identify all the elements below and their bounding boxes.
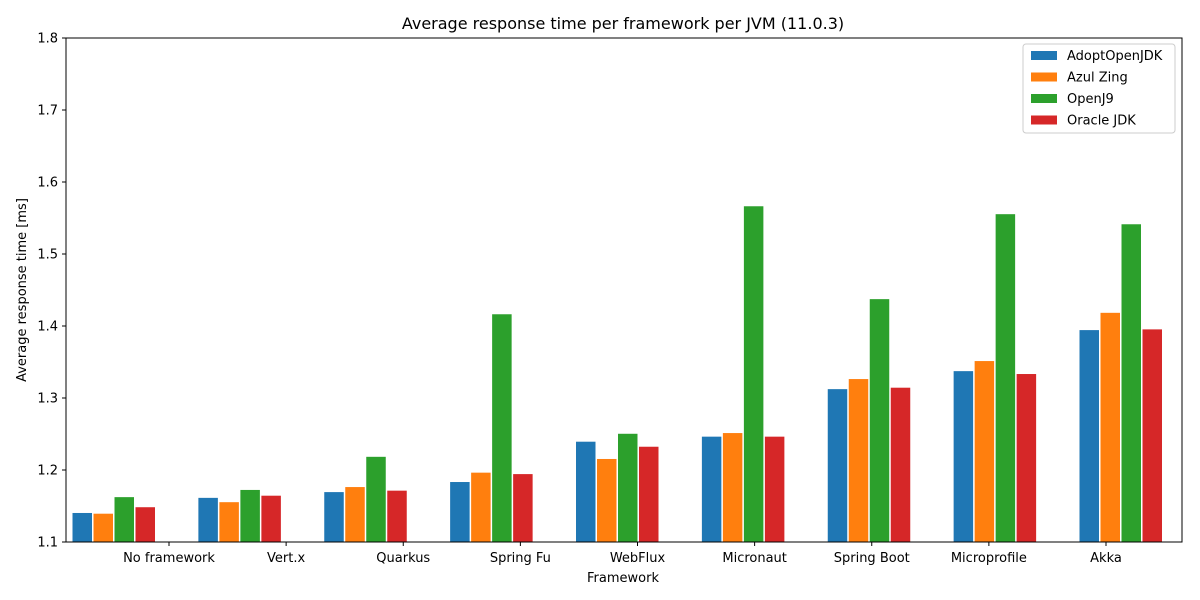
bar-0-1 [197,496,219,543]
y-axis-label: Average response time [ms] [15,198,30,382]
bar-3-3 [512,473,534,543]
bar-0-2 [323,491,345,543]
y-tick-label: 1.6 [37,176,58,191]
bar-3-4 [638,445,660,543]
bar-1-5 [721,432,744,543]
bar-2-5 [742,205,765,543]
bar-3-6 [889,386,912,543]
legend-box [1022,43,1176,134]
x-tick-label: Spring Fu [490,551,551,566]
legend-swatch [1031,51,1057,60]
bar-0-0 [71,511,93,543]
y-tick-label: 1.7 [37,104,58,119]
bar-3-7 [1015,373,1038,543]
bar-2-7 [994,213,1017,543]
legend-label: OpenJ9 [1067,92,1114,107]
bar-1-7 [973,360,996,543]
legend-label: Azul Zing [1067,71,1128,86]
y-tick-label: 1.8 [37,32,58,47]
legend: AdoptOpenJDK Azul Zing OpenJ9 Oracle JDK [1022,43,1176,134]
axes-frame [65,37,1183,543]
bar-2-6 [868,298,891,543]
legend-label: AdoptOpenJDK [1067,49,1163,64]
x-tick-label: Quarkus [376,551,430,566]
bar-0-8 [1078,329,1100,543]
y-tick-label: 1.3 [37,392,58,407]
bar-1-2 [344,486,366,543]
bar-0-6 [826,388,849,543]
bar-2-8 [1120,223,1142,543]
bar-2-0 [113,496,135,543]
x-tick-label: Microprofile [951,551,1027,566]
bar-0-5 [700,435,723,543]
bar-1-4 [596,457,618,543]
x-tick-label: Vert.x [267,551,305,566]
plot-area: 1.1 1.2 1.3 1.4 1.5 1.6 1.7 1.8 No framework Vert… [37,32,1183,566]
bar-2-3 [491,313,513,543]
bar-2-2 [365,455,387,543]
bar-2-4 [617,432,639,543]
x-tick-label: No framework [123,551,215,566]
bar-0-3 [449,481,471,543]
bar-1-8 [1099,311,1121,543]
legend-swatch [1031,72,1057,82]
y-tick-label: 1.1 [37,536,58,551]
bar-0-4 [575,440,597,543]
bar-3-5 [763,435,786,543]
bar-1-3 [470,471,492,543]
bar-3-0 [134,506,156,543]
legend-swatch [1031,115,1057,125]
legend-label: Oracle JDK [1067,114,1136,129]
bar-1-1 [218,501,240,543]
bar-2-1 [239,488,261,543]
x-tick-label: Akka [1090,551,1122,566]
x-tick-label: Spring Boot [834,551,910,566]
bar-3-1 [260,494,282,543]
bar-0-7 [952,370,975,543]
x-axis-label: Framework [587,571,659,586]
bar-3-8 [1141,328,1163,543]
bar-3-2 [386,489,408,543]
chart-title: Average response time per framework per … [402,14,844,33]
x-tick-label: WebFlux [610,551,666,566]
bar-1-6 [847,378,870,543]
y-tick-label: 1.2 [37,464,58,479]
x-tick-label: Micronaut [722,551,787,566]
bar-1-0 [92,512,114,543]
legend-swatch [1031,94,1057,103]
y-tick-label: 1.4 [37,320,58,335]
y-tick-label: 1.5 [37,248,58,263]
